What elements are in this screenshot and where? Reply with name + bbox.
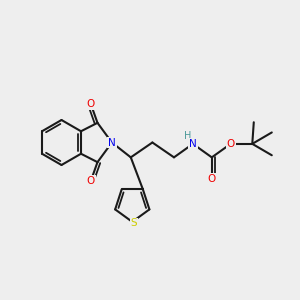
Text: O: O <box>87 176 95 186</box>
Text: H: H <box>184 131 191 141</box>
Text: S: S <box>130 218 137 228</box>
Text: O: O <box>226 139 235 149</box>
Text: O: O <box>87 99 95 109</box>
Text: O: O <box>208 174 216 184</box>
Text: N: N <box>189 139 197 149</box>
Text: N: N <box>108 137 116 148</box>
